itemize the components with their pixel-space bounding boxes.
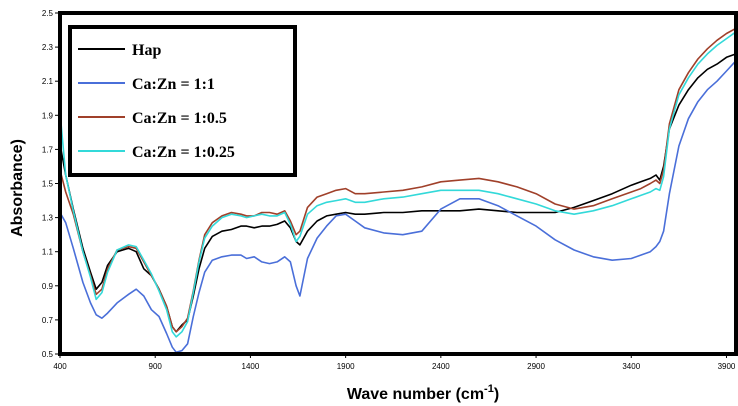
x-axis-title-close: ) bbox=[494, 386, 499, 403]
series-layer bbox=[59, 27, 737, 354]
legend: Hap Ca:Zn = 1:1 Ca:Zn = 1:0.5 Ca:Zn = 1:0.2… bbox=[68, 25, 297, 177]
legend-label-0: Hap bbox=[132, 42, 161, 59]
y-axis-ticks: 0.5 0.7 0.9 1.1 1.3 1.5 1.7 1.9 2.1 2.3 2.5 bbox=[42, 9, 60, 359]
x-tick-label: 3900 bbox=[718, 362, 736, 371]
x-tick-label: 900 bbox=[149, 362, 163, 371]
y-axis-title: Absorbance) bbox=[9, 139, 26, 237]
series-line-3 bbox=[59, 31, 737, 338]
y-tick-label: 1.5 bbox=[42, 180, 54, 189]
series-line-1 bbox=[59, 60, 737, 354]
series-line-0 bbox=[59, 53, 737, 333]
plot-frame bbox=[58, 11, 738, 356]
x-tick-label: 3400 bbox=[622, 362, 640, 371]
y-tick-label: 1.1 bbox=[42, 248, 54, 257]
y-tick-label: 0.9 bbox=[42, 282, 54, 291]
y-tick-label: 1.9 bbox=[42, 111, 54, 120]
series-line-2 bbox=[59, 27, 737, 333]
legend-label-1: Ca:Zn = 1:1 bbox=[132, 76, 215, 93]
x-tick-label: 2900 bbox=[527, 362, 545, 371]
x-tick-label: 400 bbox=[53, 362, 67, 371]
legend-label-2: Ca:Zn = 1:0.5 bbox=[132, 110, 227, 127]
y-tick-label: 1.7 bbox=[42, 145, 54, 154]
x-axis-title: Wave number (cm-1) bbox=[347, 383, 499, 403]
y-tick-label: 2.3 bbox=[42, 43, 54, 52]
x-tick-label: 2400 bbox=[432, 362, 450, 371]
y-tick-label: 2.1 bbox=[42, 77, 54, 86]
x-tick-label: 1400 bbox=[242, 362, 260, 371]
y-tick-label: 2.5 bbox=[42, 9, 54, 18]
y-tick-label: 1.3 bbox=[42, 214, 54, 223]
x-tick-label: 1900 bbox=[337, 362, 355, 371]
x-axis-title-main: Wave number (cm bbox=[347, 386, 484, 403]
x-axis-title-superscript: -1 bbox=[484, 383, 494, 395]
x-axis-ticks: 400 900 1400 1900 2400 2900 3400 3900 bbox=[53, 354, 736, 371]
y-tick-label: 0.5 bbox=[42, 350, 54, 359]
legend-label-3: Ca:Zn = 1:0.25 bbox=[132, 144, 235, 161]
y-tick-label: 0.7 bbox=[42, 316, 54, 325]
